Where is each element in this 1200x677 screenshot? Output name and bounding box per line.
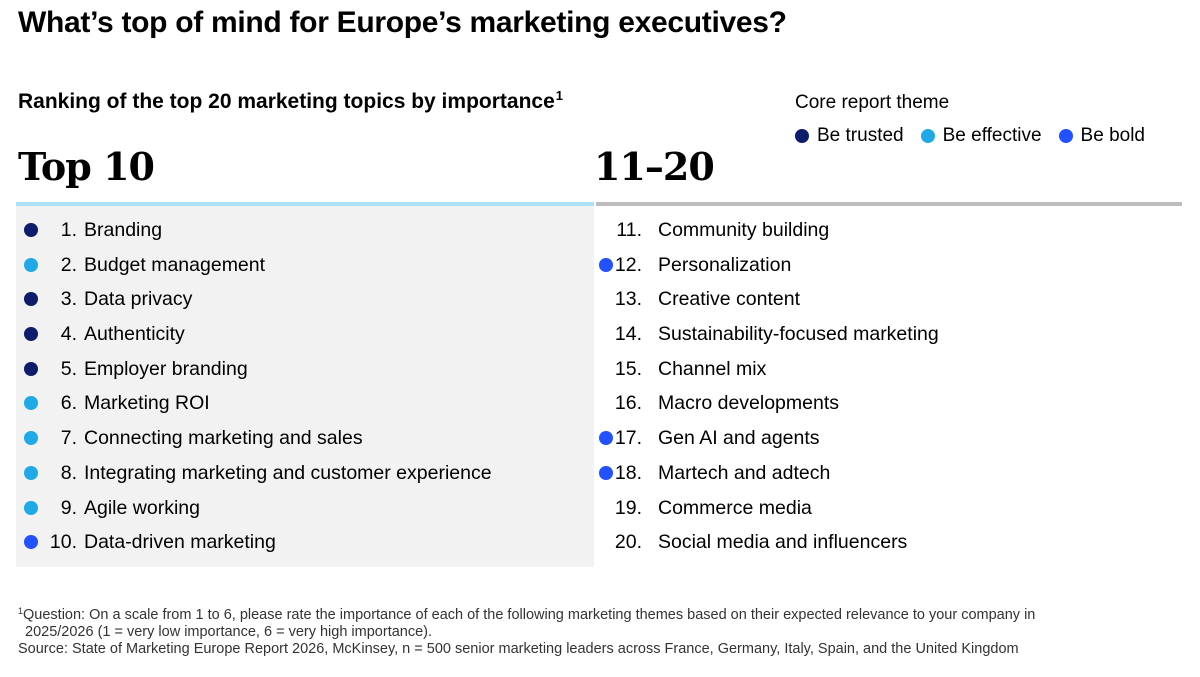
list-item: 8. Integrating marketing and customer exp… <box>0 456 590 491</box>
theme-dot-icon <box>24 361 38 376</box>
topic-label: Commerce media <box>658 496 812 519</box>
rank-number: 10. <box>49 531 77 554</box>
topic-label: Sustainability-focused marketing <box>658 323 939 346</box>
theme-dot-icon <box>24 500 38 515</box>
theme-dot-icon <box>24 431 38 446</box>
list-item: 9. Agile working <box>0 491 590 526</box>
topic-label: Agile working <box>84 496 200 519</box>
topic-label: Macro developments <box>658 392 840 415</box>
rank-number: 1. <box>60 219 77 241</box>
topic-label: Budget management <box>84 253 266 276</box>
theme-dot-icon <box>24 535 38 550</box>
list-item: 7. Connecting marketing and sales <box>0 421 590 456</box>
theme-dot-icon <box>24 223 38 237</box>
page-title: What’s top of mind for Europe’s marketin… <box>18 6 787 39</box>
rank-number: 9. <box>60 496 77 519</box>
theme-dot-icon <box>24 327 38 342</box>
list-item: 1. Branding <box>0 213 590 248</box>
topic-label: Channel mix <box>658 357 767 380</box>
topic-label: Creative content <box>658 288 800 311</box>
footnote-question: Question: On a scale from 1 to 6, please… <box>23 607 1036 623</box>
list-item: 14. Sustainability-focused marketing <box>590 317 1190 352</box>
top-10-panel <box>16 202 594 567</box>
topic-label: Branding <box>84 219 163 241</box>
chart-subtitle: Ranking of the top 20 marketing topics b… <box>18 88 563 114</box>
rank-number: 7. <box>60 427 77 450</box>
list-item: 17. Gen AI and agents <box>590 421 1190 456</box>
topic-label: Marketing ROI <box>84 392 210 415</box>
footnote-source: Source: State of Marketing Europe Report… <box>18 641 1019 657</box>
theme-dot-icon <box>24 292 38 307</box>
legend-label: Be effective <box>942 125 1042 146</box>
rank-number: 12. <box>614 253 642 276</box>
rank-number: 14. <box>614 323 642 346</box>
list-item: 11. Community building <box>590 213 1190 248</box>
topic-label: Employer branding <box>84 357 248 380</box>
dot-icon <box>795 129 809 143</box>
rank-number: 15. <box>614 357 642 380</box>
list-item: 16. Macro developments <box>590 386 1190 421</box>
rank-number: 6. <box>60 392 77 415</box>
list-item: 13. Creative content <box>590 282 1190 317</box>
list-item: 4. Authenticity <box>0 317 590 352</box>
topic-label: Integrating marketing and customer exper… <box>84 461 492 484</box>
list-item: 10. Data-driven marketing <box>0 525 590 560</box>
legend-item-be-trusted: Be trusted <box>795 125 904 147</box>
list-item: 3. Data privacy <box>0 282 590 317</box>
legend-label: Be bold <box>1080 125 1145 146</box>
rank-number: 16. <box>614 392 642 415</box>
list-item: 6. Marketing ROI <box>0 386 590 421</box>
topic-label: Data-driven marketing <box>84 531 276 554</box>
legend-item-be-bold: Be bold <box>1058 125 1145 147</box>
list-item: 15. Channel mix <box>590 352 1190 387</box>
theme-dot-icon <box>599 465 613 480</box>
legend-item-be-effective: Be effective <box>920 125 1042 147</box>
theme-dot-icon <box>599 431 613 446</box>
rank-number: 20. <box>614 531 642 554</box>
topic-label: Data privacy <box>84 288 193 311</box>
rank-number: 11. <box>616 219 642 241</box>
top-10-list: 1. Branding 2. Budget management 3. Data priv… <box>0 213 590 560</box>
footnote: 1Question: On a scale from 1 to 6, pleas… <box>18 603 1178 658</box>
top-10-heading: Top 10 <box>18 144 155 189</box>
legend-label: Be trusted <box>817 125 904 146</box>
list-item: 20. Social media and influencers <box>590 525 1190 560</box>
rank-number: 17. <box>614 427 642 450</box>
topic-label: Connecting marketing and sales <box>84 427 363 450</box>
topic-label: Social media and influencers <box>658 531 908 554</box>
list-item: 2. Budget management <box>0 248 590 283</box>
rank-number: 5. <box>60 357 77 380</box>
theme-dot-icon <box>24 257 38 272</box>
rank-number: 4. <box>60 323 77 346</box>
rank-number: 18. <box>614 461 642 484</box>
subtitle-text: Ranking of the top 20 marketing topics b… <box>18 90 555 113</box>
footnote-scale: 2025/2026 (1 = very low importance, 6 = … <box>25 624 433 640</box>
rank-number: 2. <box>60 253 77 276</box>
rank-number: 13. <box>614 288 642 311</box>
topic-label: Community building <box>658 219 830 241</box>
topic-label: Personalization <box>658 253 792 276</box>
rank-number: 3. <box>60 288 77 311</box>
dot-icon <box>1058 129 1073 143</box>
topic-label: Martech and adtech <box>658 461 831 484</box>
topic-label: Authenticity <box>84 323 185 346</box>
list-item: 12. Personalization <box>590 248 1190 283</box>
dot-icon <box>920 129 935 143</box>
footnote-mark: 1 <box>18 606 24 616</box>
topic-label: Gen AI and agents <box>658 427 820 450</box>
theme-dot-icon <box>599 257 613 272</box>
list-item: 18. Martech and adtech <box>590 456 1190 491</box>
rank-number: 19. <box>614 496 642 519</box>
ranks-11-20-heading: 11–20 <box>594 144 715 189</box>
ranks-11-20-list: 11. Community building 12. Personalization 1… <box>590 213 1190 560</box>
ranks-11-20-divider <box>596 202 1182 206</box>
list-item: 19. Commerce media <box>590 491 1190 526</box>
list-item: 5. Employer branding <box>0 352 590 387</box>
legend: Core report theme Be trusted Be effectiv… <box>795 92 1145 147</box>
theme-dot-icon <box>24 396 38 411</box>
rank-number: 8. <box>60 461 77 484</box>
theme-dot-icon <box>24 465 38 480</box>
footnote-marker: 1 <box>555 88 563 103</box>
legend-title: Core report theme <box>795 92 950 113</box>
